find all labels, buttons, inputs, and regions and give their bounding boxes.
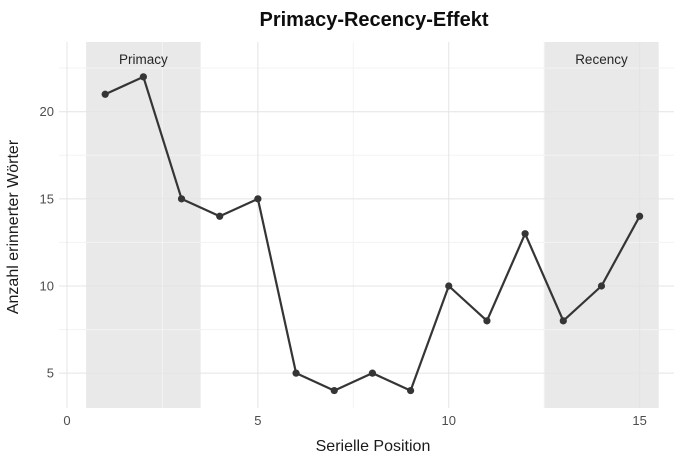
data-point	[216, 212, 224, 220]
primacy-region-label: Primacy	[119, 52, 168, 67]
x-tick-label: 0	[63, 413, 70, 428]
x-tick-label: 10	[442, 413, 456, 428]
y-axis-title: Anzahl erinnerter Wörter	[5, 139, 22, 314]
y-tick-label: 5	[47, 366, 54, 381]
data-point	[292, 369, 300, 377]
data-point	[330, 386, 338, 395]
data-point	[483, 317, 491, 325]
data-point	[521, 230, 529, 238]
data-point	[559, 317, 567, 325]
data-point	[445, 282, 453, 290]
y-tick-label: 20	[40, 104, 54, 119]
region-band-recency	[544, 42, 659, 408]
y-tick-label: 10	[40, 279, 54, 294]
data-series	[101, 73, 644, 395]
x-axis-title: Serielle Position	[316, 438, 431, 455]
data-point	[139, 73, 147, 81]
data-point	[406, 386, 415, 395]
region-labels: Primacy Recency	[119, 52, 628, 67]
y-tick-label: 15	[40, 191, 54, 206]
data-point	[101, 90, 109, 98]
chart-title: Primacy-Recency-Effekt	[260, 9, 489, 31]
data-point	[368, 369, 377, 377]
plot-regions	[86, 42, 659, 408]
x-tick-label: 15	[632, 413, 646, 428]
x-tick-label: 5	[254, 413, 261, 428]
gridlines	[59, 42, 674, 408]
recency-region-label: Recency	[575, 52, 628, 67]
data-point	[177, 195, 186, 203]
data-point	[636, 212, 644, 220]
data-point	[254, 195, 262, 203]
region-band-primacy	[86, 42, 201, 408]
data-point	[597, 282, 606, 290]
axis-tick-labels: 0 5 10 15 5 10 15 20	[40, 104, 647, 428]
